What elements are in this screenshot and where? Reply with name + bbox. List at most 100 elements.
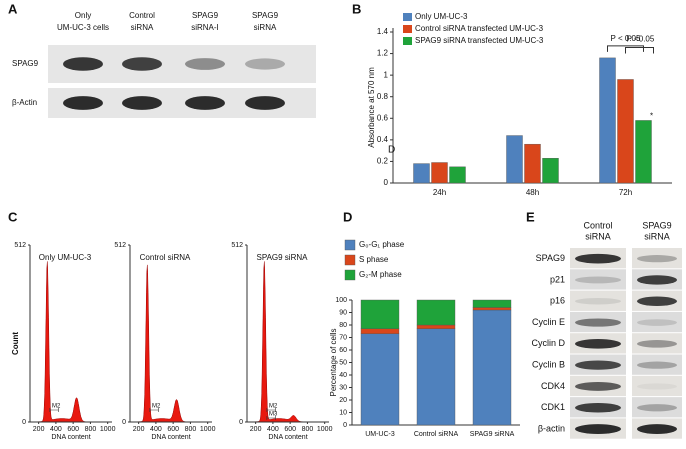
y-axis-label: Count	[11, 332, 20, 355]
x-tick-label: 48h	[526, 188, 539, 197]
x-tick-label: SPAG9 siRNA	[470, 431, 515, 438]
column-label: Control	[129, 11, 155, 20]
y-tick-label: 100	[335, 297, 347, 304]
legend-swatch	[344, 239, 356, 251]
annotation: P < 0.05	[611, 34, 641, 43]
band	[575, 298, 621, 305]
band	[63, 57, 103, 71]
y-tick-label: 30	[339, 384, 347, 391]
legend-swatch	[344, 269, 356, 281]
y-tick-label: 0.8	[377, 92, 389, 101]
y-tick-label: 1.2	[377, 49, 389, 58]
x-tick-label: 200	[33, 426, 45, 433]
column-label: UM-UC-3 cells	[57, 23, 109, 32]
row-label: CDK1	[541, 402, 565, 412]
y-tick-label: 1	[384, 70, 389, 79]
bar	[506, 135, 523, 184]
x-tick-label: 800	[85, 426, 97, 433]
band	[637, 361, 677, 369]
blot-background	[632, 311, 682, 333]
legend-label: Only UM-UC-3	[415, 12, 468, 21]
y-tick-label: 80	[339, 322, 347, 329]
annotation: D	[388, 145, 395, 156]
blot-background	[632, 354, 682, 375]
panel-letter: A	[8, 1, 18, 16]
column-label: SPAG9	[642, 220, 671, 230]
column-label: Control	[583, 220, 612, 230]
x-tick-label: 600	[167, 426, 179, 433]
gate-label: M2	[52, 404, 61, 410]
band	[575, 253, 621, 264]
band	[245, 58, 285, 70]
gate-label: M3	[269, 412, 278, 418]
x-tick-label: 200	[133, 426, 145, 433]
bar	[542, 157, 559, 184]
x-tick-label: Control siRNA	[414, 431, 459, 438]
band	[575, 276, 621, 284]
y-tick-label: 512	[231, 242, 243, 249]
x-tick-label: 72h	[619, 188, 632, 197]
y-tick-label: 512	[114, 242, 126, 249]
band	[575, 360, 621, 370]
band	[185, 96, 225, 110]
row-label: Cyclin E	[532, 317, 565, 327]
blot-background	[570, 269, 626, 290]
y-tick-label: 0	[22, 419, 26, 426]
bar	[413, 163, 430, 184]
y-tick-label: 0	[239, 419, 243, 426]
legend-swatch	[403, 13, 412, 21]
bar-segment	[472, 307, 512, 311]
panel-letter: C	[8, 209, 18, 224]
column-label: siRNA	[644, 231, 670, 241]
blot-background	[632, 333, 682, 354]
y-tick-label: 0.6	[377, 113, 389, 122]
blot-background	[632, 375, 682, 397]
y-tick-label: 1.4	[377, 27, 389, 36]
band	[637, 296, 677, 306]
row-label: p16	[550, 296, 565, 306]
band	[575, 403, 621, 413]
y-tick-label: 40	[339, 372, 347, 379]
band	[575, 318, 621, 327]
annotation: *	[650, 112, 653, 121]
annotation: P <0.05	[627, 35, 655, 44]
bracket	[607, 45, 644, 52]
legend-swatch	[403, 37, 412, 45]
column-label: siRNA	[131, 23, 154, 32]
x-tick-label: UM-UC-3	[365, 431, 395, 438]
x-tick-label: 600	[284, 426, 296, 433]
x-tick-label: 200	[250, 426, 262, 433]
gate-label: M2	[152, 404, 161, 410]
band	[575, 424, 621, 434]
x-axis-label: DNA content	[151, 434, 190, 441]
plot-title: Control siRNA	[140, 253, 191, 262]
bar-segment	[472, 309, 512, 426]
y-tick-label: 0	[384, 178, 389, 187]
legend-label: SPAG9 siRNA transfected UM-UC-3	[415, 36, 544, 45]
histogram	[136, 264, 200, 423]
legend-label: G₂-M phase	[359, 270, 402, 279]
legend-label: Control siRNA transfected UM-UC-3	[415, 24, 544, 33]
histogram	[253, 261, 317, 423]
y-tick-label: 0	[343, 422, 347, 429]
gate-label: M2	[269, 404, 278, 410]
bar-segment	[416, 328, 456, 426]
band	[637, 340, 677, 348]
bar	[524, 143, 541, 184]
bar-segment	[472, 299, 512, 308]
gate-marker	[49, 408, 59, 412]
band	[637, 383, 677, 390]
plot-title: Only UM-UC-3	[39, 253, 92, 262]
x-tick-label: 24h	[433, 188, 446, 197]
legend-swatch	[344, 254, 356, 266]
x-tick-label: 800	[302, 426, 314, 433]
bar	[635, 120, 652, 184]
row-label: SPAG9	[536, 253, 565, 263]
y-tick-label: 0.4	[377, 135, 389, 144]
bar-segment	[360, 299, 400, 329]
column-label: siRNA	[254, 23, 277, 32]
histogram	[36, 261, 100, 423]
y-tick-label: 20	[339, 397, 347, 404]
